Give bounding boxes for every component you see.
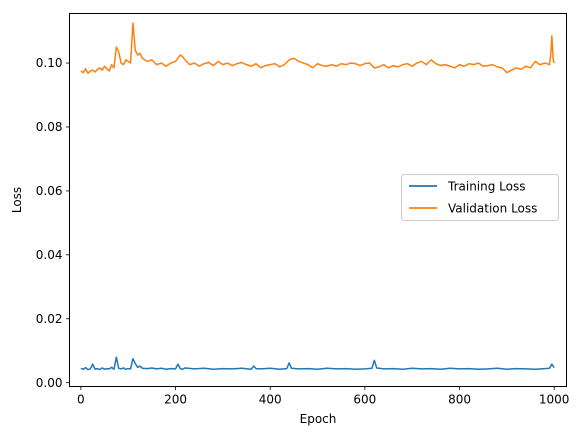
- y-axis: 0.00 0.02 0.04 0.06 0.08 0.10: [36, 56, 70, 390]
- x-tick-label: 0: [77, 393, 85, 407]
- plot-frame: [69, 13, 567, 387]
- series-line-validation-loss: [80, 22, 555, 75]
- y-tick-label: 0.08: [36, 120, 63, 134]
- series-layer: [80, 22, 555, 371]
- x-tick-label: 200: [164, 393, 187, 407]
- y-tick-label: 0.06: [36, 184, 63, 198]
- x-axis: 0 200 400 600 800 1000: [77, 386, 570, 407]
- y-tick-label: 0.10: [36, 56, 63, 70]
- legend-label-training-loss: Training Loss: [447, 180, 525, 194]
- x-tick-label: 400: [259, 393, 282, 407]
- legend-box: [401, 174, 559, 221]
- y-tick-label: 0.04: [36, 248, 63, 262]
- y-tick-label: 0.02: [36, 312, 63, 326]
- legend-label-validation-loss: Validation Loss: [448, 202, 537, 216]
- legend: Training Loss Validation Loss: [401, 174, 559, 221]
- x-tick-label: 800: [448, 393, 471, 407]
- series-line-training-loss: [80, 356, 555, 371]
- y-tick-label: 0.00: [36, 376, 63, 390]
- x-axis-label: Epoch: [300, 412, 337, 426]
- x-tick-label: 1000: [539, 393, 570, 407]
- y-axis-label: Loss: [10, 187, 24, 213]
- x-tick-label: 600: [353, 393, 376, 407]
